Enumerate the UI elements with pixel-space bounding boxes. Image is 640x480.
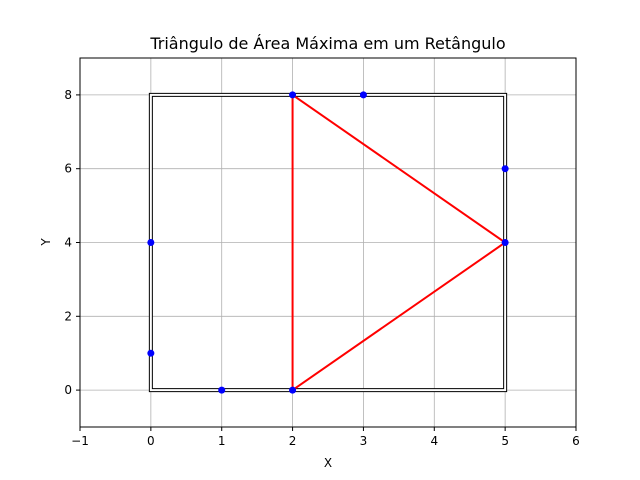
point-marker [359,91,367,99]
x-tick-label: 0 [147,434,155,448]
point-marker [501,239,509,246]
point-marker [147,239,155,246]
y-tick-label: 0 [64,383,72,397]
triangle-edges [291,92,507,393]
x-tick-label: 4 [430,434,438,448]
y-tick-label: 8 [64,88,72,102]
x-tick-label: 1 [218,434,226,448]
y-tick-label: 6 [64,162,72,176]
y-tick-label: 4 [64,236,72,250]
x-tick-label: 3 [360,434,368,448]
x-tick-label: 6 [572,434,580,448]
rectangle-border-inner [149,93,507,392]
point-marker [218,386,226,394]
points [147,91,509,394]
point-marker [289,91,297,99]
x-tick-label: −1 [71,434,89,448]
x-tick-label: 5 [501,434,509,448]
point-marker [501,165,509,173]
point-marker [289,386,297,394]
x-tick-label: 2 [289,434,297,448]
x-axis-ticks: −1 0 1 2 3 4 5 6 [71,427,580,448]
y-axis-label: Y [39,238,53,247]
y-axis-ticks: 0 2 4 6 8 [64,88,80,397]
triangle [291,92,507,393]
chart-title: Triângulo de Área Máxima em um Retângulo [149,34,505,53]
y-tick-label: 2 [64,309,72,323]
x-axis-label: X [324,456,332,470]
point-marker [147,349,155,357]
rectangle-outline [148,92,508,393]
